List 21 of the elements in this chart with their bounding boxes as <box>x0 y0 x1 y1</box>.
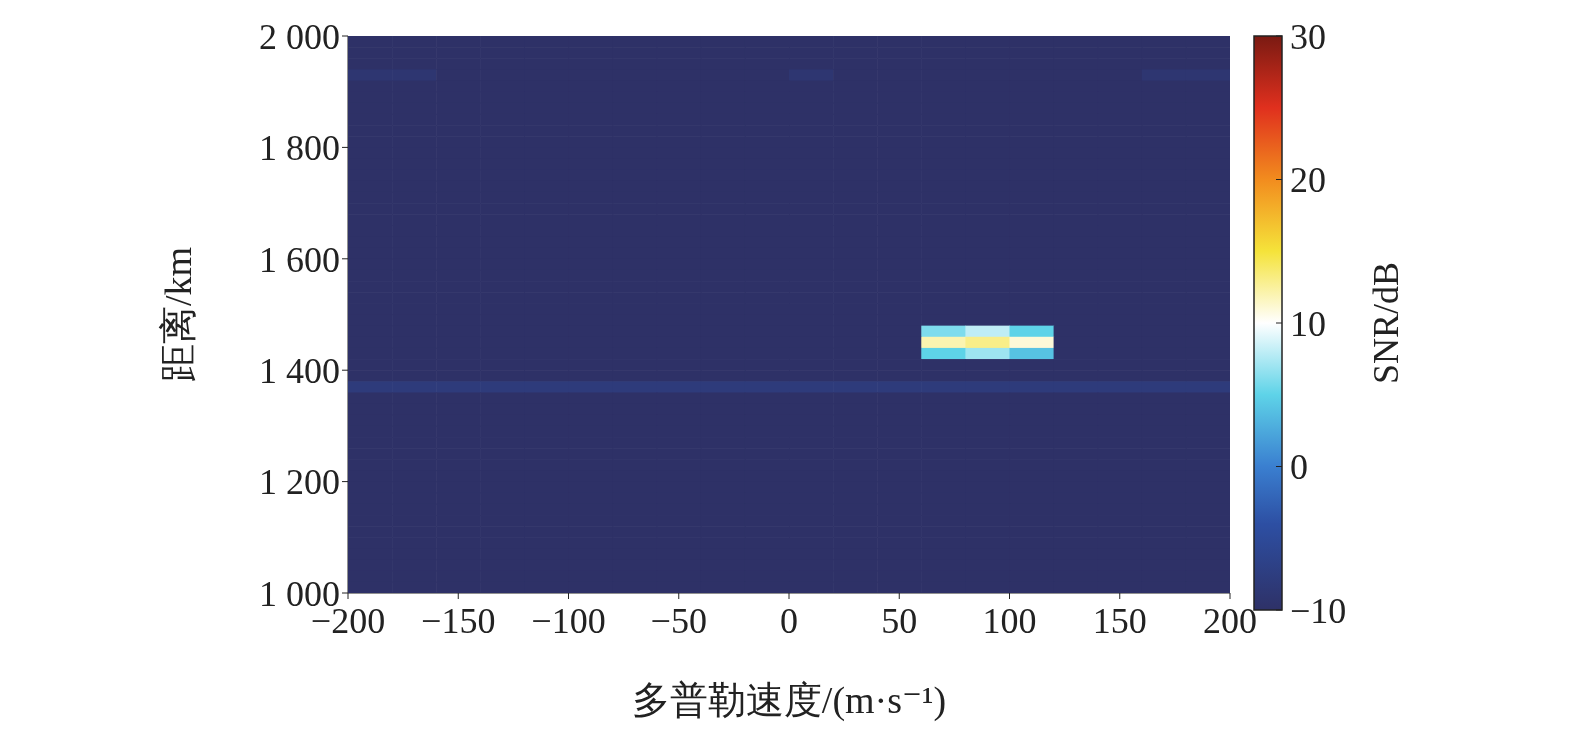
y-axis-title: 距离/km <box>157 246 200 383</box>
color-bar-label: 10 <box>1290 303 1326 344</box>
y-tick-label: 1 400 <box>259 350 340 391</box>
x-tick-label: −50 <box>650 601 707 642</box>
x-axis-title: 多普勒速度/(m·s⁻¹) <box>631 679 947 722</box>
x-tick-label: −100 <box>531 601 606 642</box>
x-tick-label: 50 <box>881 601 918 642</box>
x-tick-label: 100 <box>982 601 1037 642</box>
y-tick-label: 2 000 <box>259 16 340 57</box>
color-bar-label: 30 <box>1290 16 1326 57</box>
color-bar-label: 20 <box>1290 160 1326 201</box>
color-bar-label: 0 <box>1290 447 1308 488</box>
color-bar-title: SNR/dB <box>1366 261 1406 385</box>
y-tick-label: 1 800 <box>259 128 340 169</box>
x-tick-label: 150 <box>1092 601 1147 642</box>
x-tick-label: 0 <box>780 601 798 642</box>
y-tick-label: 1 200 <box>259 462 340 503</box>
x-tick-label: −150 <box>421 601 496 642</box>
color-bar-label: −10 <box>1290 590 1347 631</box>
y-tick-label: 1 600 <box>259 239 340 280</box>
x-tick-label: 200 <box>1203 601 1257 642</box>
